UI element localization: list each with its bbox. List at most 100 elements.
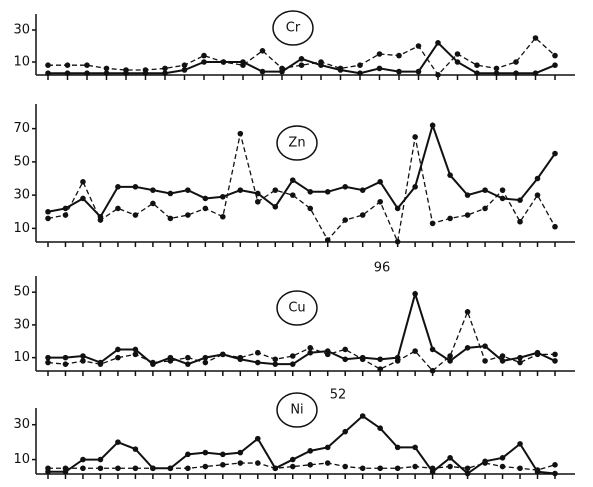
point bbox=[103, 70, 110, 76]
point bbox=[552, 470, 558, 477]
chart-title: Ni bbox=[290, 403, 303, 418]
point bbox=[272, 356, 279, 363]
point bbox=[464, 345, 471, 351]
point bbox=[307, 345, 314, 351]
line bbox=[47, 121, 556, 219]
point bbox=[447, 358, 453, 364]
y-tick-label: 50 bbox=[13, 154, 30, 169]
point bbox=[337, 65, 344, 72]
point bbox=[185, 451, 191, 458]
title-circle bbox=[276, 125, 318, 161]
point bbox=[342, 217, 349, 223]
title-circle bbox=[276, 392, 318, 428]
point bbox=[237, 187, 244, 193]
point bbox=[482, 358, 488, 364]
point bbox=[181, 62, 188, 68]
point bbox=[429, 367, 436, 374]
point bbox=[80, 358, 86, 364]
point bbox=[342, 428, 349, 435]
point bbox=[289, 463, 296, 470]
point bbox=[324, 460, 331, 466]
point bbox=[181, 67, 188, 73]
point bbox=[167, 190, 174, 197]
point bbox=[162, 65, 168, 72]
point bbox=[552, 462, 558, 468]
point bbox=[80, 353, 86, 359]
point bbox=[115, 205, 121, 212]
point bbox=[202, 354, 209, 361]
point bbox=[464, 309, 471, 315]
point bbox=[97, 465, 104, 472]
point bbox=[132, 346, 139, 353]
point bbox=[167, 358, 174, 364]
point bbox=[84, 70, 90, 76]
point bbox=[97, 361, 104, 367]
point bbox=[499, 463, 506, 470]
point bbox=[150, 465, 156, 472]
point bbox=[115, 184, 121, 190]
point bbox=[272, 361, 279, 367]
point bbox=[45, 70, 51, 76]
point bbox=[474, 70, 480, 76]
point bbox=[482, 205, 488, 212]
point bbox=[499, 187, 506, 193]
point bbox=[415, 43, 422, 49]
point bbox=[454, 51, 461, 57]
point bbox=[185, 212, 191, 218]
point bbox=[307, 189, 314, 195]
point bbox=[132, 446, 139, 452]
point bbox=[62, 465, 69, 472]
point bbox=[185, 187, 191, 193]
point bbox=[359, 187, 366, 193]
point bbox=[394, 465, 401, 472]
point bbox=[62, 212, 69, 218]
point bbox=[552, 62, 558, 68]
point bbox=[342, 356, 349, 363]
title-circle bbox=[276, 290, 318, 326]
point bbox=[202, 449, 209, 456]
point bbox=[272, 465, 279, 472]
point bbox=[298, 62, 305, 68]
point bbox=[307, 462, 314, 468]
y-tick-label: 10 bbox=[13, 452, 30, 467]
point bbox=[123, 67, 129, 73]
point bbox=[132, 351, 139, 358]
point bbox=[377, 198, 383, 205]
point bbox=[202, 463, 209, 470]
point bbox=[115, 439, 121, 445]
point bbox=[254, 198, 261, 205]
y-tick-label: 10 bbox=[13, 221, 30, 236]
point bbox=[84, 62, 90, 68]
point bbox=[396, 52, 402, 59]
point bbox=[474, 62, 480, 68]
point bbox=[254, 435, 261, 442]
point bbox=[289, 456, 296, 463]
point bbox=[552, 223, 558, 230]
point bbox=[62, 354, 69, 361]
point bbox=[254, 460, 261, 466]
point bbox=[240, 62, 246, 68]
point bbox=[517, 197, 523, 203]
point bbox=[132, 184, 139, 190]
point bbox=[377, 356, 383, 363]
point bbox=[429, 220, 436, 227]
point bbox=[289, 177, 296, 183]
y-tick-label: 30 bbox=[13, 188, 30, 203]
point bbox=[447, 172, 453, 178]
point bbox=[237, 130, 244, 137]
point bbox=[435, 72, 441, 78]
point bbox=[45, 359, 51, 366]
point bbox=[394, 238, 401, 245]
point bbox=[237, 354, 244, 361]
point bbox=[376, 51, 383, 57]
point bbox=[259, 68, 266, 75]
point bbox=[534, 351, 541, 358]
point bbox=[80, 456, 86, 463]
point bbox=[513, 70, 519, 76]
point bbox=[97, 456, 104, 463]
point bbox=[532, 35, 539, 41]
point bbox=[80, 195, 86, 202]
point bbox=[298, 56, 305, 62]
line bbox=[48, 414, 556, 475]
